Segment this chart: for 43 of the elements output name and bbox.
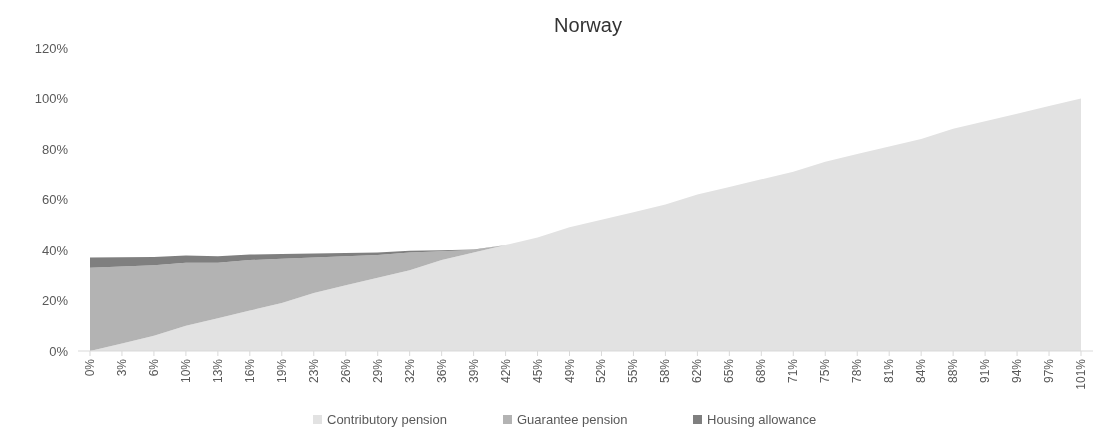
x-tick-label: 75% — [818, 358, 833, 384]
chart-title: Norway — [554, 14, 622, 36]
x-tick-label: 94% — [1010, 358, 1025, 384]
x-tick-label: 65% — [722, 358, 737, 384]
x-tick-label: 39% — [466, 358, 481, 384]
y-tick-label: 80% — [41, 141, 69, 157]
x-tick-label: 68% — [754, 358, 769, 384]
legend-label: Housing allowance — [707, 412, 817, 427]
y-tick-label: 60% — [41, 192, 69, 208]
x-tick-label: 62% — [690, 358, 705, 384]
x-tick-label: 29% — [370, 358, 385, 384]
x-tick-label: 84% — [914, 358, 929, 384]
y-tick-label: 0% — [49, 343, 69, 359]
x-tick-label: 55% — [626, 358, 641, 384]
x-tick-label: 23% — [306, 358, 321, 384]
legend-label: Contributory pension — [327, 412, 447, 427]
x-tick-label: 49% — [562, 358, 577, 384]
x-tick-label: 10% — [178, 358, 193, 384]
x-tick-label: 88% — [946, 358, 961, 384]
x-tick-label: 58% — [658, 358, 673, 384]
x-tick-label: 101% — [1074, 358, 1088, 390]
x-tick-label: 3% — [114, 358, 129, 377]
x-tick-label: 16% — [242, 358, 257, 384]
x-tick-label: 52% — [594, 358, 609, 384]
x-tick-label: 42% — [498, 358, 513, 384]
x-tick-label: 6% — [146, 358, 161, 377]
x-tick-label: 71% — [786, 358, 801, 384]
y-tick-label: 40% — [41, 242, 69, 258]
legend-label: Guarantee pension — [517, 412, 628, 427]
x-tick-label: 81% — [882, 358, 897, 384]
x-tick-label: 91% — [978, 358, 993, 384]
x-tick-label: 0% — [83, 358, 97, 377]
x-tick-label: 19% — [274, 358, 289, 384]
y-tick-label: 100% — [34, 91, 69, 107]
x-tick-label: 32% — [402, 358, 417, 384]
x-tick-label: 36% — [434, 358, 449, 384]
x-tick-label: 97% — [1042, 358, 1057, 384]
x-tick-label: 13% — [210, 358, 225, 384]
x-tick-label: 45% — [530, 358, 545, 384]
x-tick-label: 78% — [850, 358, 865, 384]
x-tick-label: 26% — [338, 358, 353, 384]
y-tick-label: 20% — [41, 293, 69, 309]
y-tick-label: 120% — [34, 40, 69, 56]
